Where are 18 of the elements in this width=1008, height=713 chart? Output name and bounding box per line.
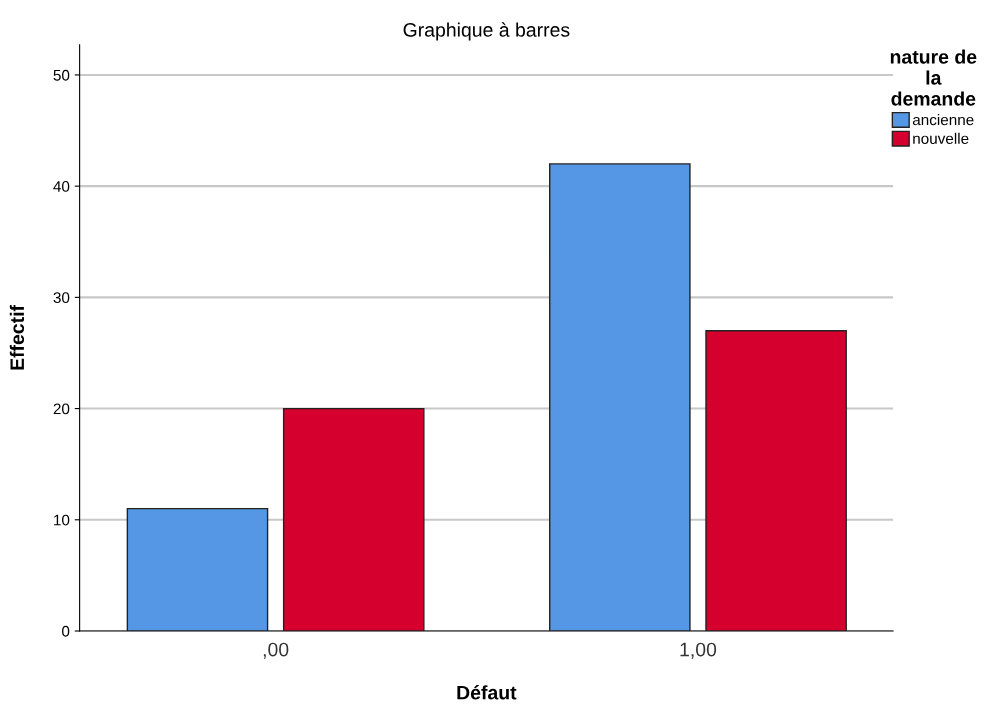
y-axis-title: Effectif [9, 304, 25, 370]
bar [705, 330, 847, 632]
x-axis-title: Défaut [457, 685, 517, 700]
legend-title: nature de la demande [890, 49, 977, 106]
bar [126, 507, 269, 632]
bar [282, 407, 425, 632]
x-tick-label: ,00 [263, 642, 289, 659]
y-tick-label: 40 [53, 181, 70, 192]
y-tick-label: 10 [54, 514, 70, 526]
y-tick-label: 0 [62, 625, 70, 637]
y-tick-label: 20 [53, 403, 70, 415]
bar [549, 163, 691, 632]
x-tick-label: 1,00 [680, 642, 717, 659]
chart-title: Graphique à barres [403, 22, 570, 41]
legend-label: nouvelle [913, 132, 969, 144]
y-tick-label: 30 [53, 292, 70, 304]
legend-label: ancienne [912, 114, 974, 126]
y-tick-label: 50 [53, 69, 70, 81]
